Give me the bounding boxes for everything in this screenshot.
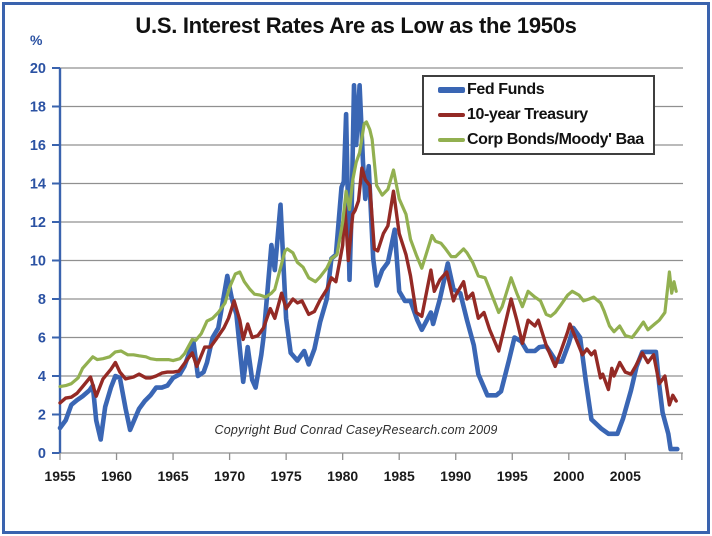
series-line-corp-bonds-moody-baa: [58, 120, 678, 389]
legend-label-10-year-treasury: 10-year Treasury: [467, 106, 588, 123]
x-tick-label: 1980: [327, 468, 358, 484]
legend-swatch-10-year-treasury: [438, 113, 465, 117]
y-tick-label: 2: [38, 408, 46, 424]
legend-swatch-fed-funds: [438, 87, 465, 93]
x-tick-label: 1985: [384, 468, 415, 484]
y-tick-label: 12: [30, 215, 46, 231]
legend-item-10-year-treasury: 10-year Treasury: [438, 103, 653, 127]
y-tick-label: 0: [38, 446, 46, 462]
chart-title: U.S. Interest Rates Are as Low as the 19…: [135, 13, 577, 38]
y-tick-label: 8: [38, 292, 46, 308]
series-line-10-year-treasury: [58, 166, 678, 407]
legend-item-fed-funds: Fed Funds: [438, 78, 653, 102]
x-tick-label: 1975: [271, 468, 302, 484]
legend-label-corp-bonds: Corp Bonds/Moody' Baa: [467, 131, 644, 148]
y-axis-unit-label: %: [30, 32, 43, 48]
y-tick-label: 20: [30, 61, 46, 77]
y-tick-label: 16: [30, 138, 46, 154]
y-tick-label: 10: [30, 254, 46, 270]
y-tick-label: 18: [30, 100, 46, 116]
legend: Fed Funds 10-year Treasury Corp Bonds/Mo…: [422, 75, 655, 155]
y-tick-label: 14: [30, 177, 46, 193]
x-tick-label: 1995: [497, 468, 528, 484]
x-tick-label: 1990: [440, 468, 471, 484]
x-tick-label: 2000: [553, 468, 584, 484]
y-tick-label: 6: [38, 331, 46, 347]
x-tick-label: 1970: [214, 468, 245, 484]
legend-label-fed-funds: Fed Funds: [467, 81, 545, 98]
copyright-note: Copyright Bud Conrad CaseyResearch.com 2…: [214, 423, 498, 437]
x-tick-label: 1965: [157, 468, 188, 484]
x-tick-label: 1955: [44, 468, 75, 484]
legend-item-corp-bonds: Corp Bonds/Moody' Baa: [438, 128, 653, 152]
x-tick-label: 2005: [610, 468, 641, 484]
x-tick-label: 1960: [101, 468, 132, 484]
y-tick-label: 4: [38, 369, 46, 385]
legend-swatch-corp-bonds: [438, 138, 465, 142]
